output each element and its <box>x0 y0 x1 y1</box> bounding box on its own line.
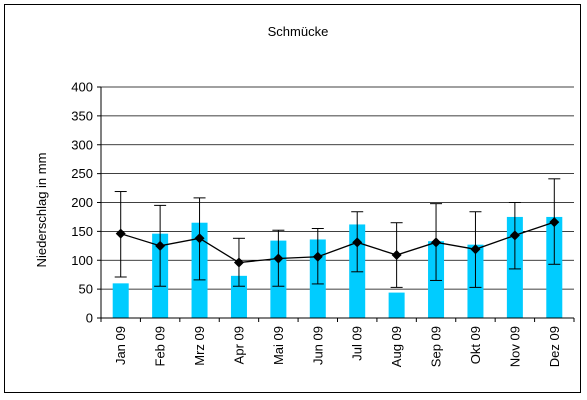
y-tick-labels: 0 50 100 150 200 250 300 350 400 <box>71 80 93 326</box>
axes <box>97 86 575 322</box>
line-marker <box>391 250 402 261</box>
y-tick-label: 300 <box>71 137 93 152</box>
bar <box>112 283 129 318</box>
bar-series <box>112 216 563 318</box>
x-tick-label: Feb 09 <box>153 326 168 366</box>
chart-frame: Schmücke Niederschlag in mm 0 50 100 150 200… <box>4 4 581 393</box>
line-marker <box>194 233 205 244</box>
y-tick-label: 150 <box>71 224 93 239</box>
x-tick-label: Jan 09 <box>113 326 128 365</box>
line-marker <box>312 251 323 262</box>
line-marker <box>352 237 363 248</box>
line-marker <box>509 230 520 241</box>
error-bars <box>114 178 561 288</box>
precipitation-chart: Schmücke Niederschlag in mm 0 50 100 150 200… <box>34 24 575 367</box>
x-tick-label: Jul 09 <box>350 326 365 361</box>
y-tick-label: 50 <box>79 282 93 297</box>
line-marker <box>155 240 166 251</box>
y-tick-label: 400 <box>71 80 93 95</box>
line-marker <box>470 244 481 255</box>
x-tick-label: Sep 09 <box>429 326 444 367</box>
x-tick-label: Nov 09 <box>507 326 522 367</box>
x-tick-label: Okt 09 <box>468 326 483 364</box>
line-marker <box>233 257 244 268</box>
grid-lines <box>101 86 574 290</box>
bar <box>388 292 405 318</box>
x-tick-label: Mrz 09 <box>192 326 207 366</box>
x-tick-label: Jun 09 <box>310 326 325 365</box>
chart-title: Schmücke <box>268 24 329 39</box>
x-tick-label: Aug 09 <box>389 326 404 367</box>
line-series <box>120 221 555 264</box>
series-line <box>120 221 555 264</box>
y-tick-label: 200 <box>71 195 93 210</box>
y-tick-label: 250 <box>71 166 93 181</box>
x-tick-label: Apr 09 <box>231 326 246 364</box>
y-tick-label: 0 <box>86 311 93 326</box>
x-tick-labels: Jan 09 Feb 09 Mrz 09 Apr 09 Mai 09 Jun 09 Jul … <box>113 326 562 367</box>
x-tick-label: Mai 09 <box>271 326 286 365</box>
y-tick-label: 350 <box>71 108 93 123</box>
line-marker <box>549 217 560 228</box>
line-marker <box>115 228 126 239</box>
line-marker <box>431 237 442 248</box>
y-axis-label: Niederschlag in mm <box>34 153 49 268</box>
x-tick-label: Dez 09 <box>547 326 562 367</box>
bar <box>546 216 563 318</box>
y-tick-label: 100 <box>71 253 93 268</box>
